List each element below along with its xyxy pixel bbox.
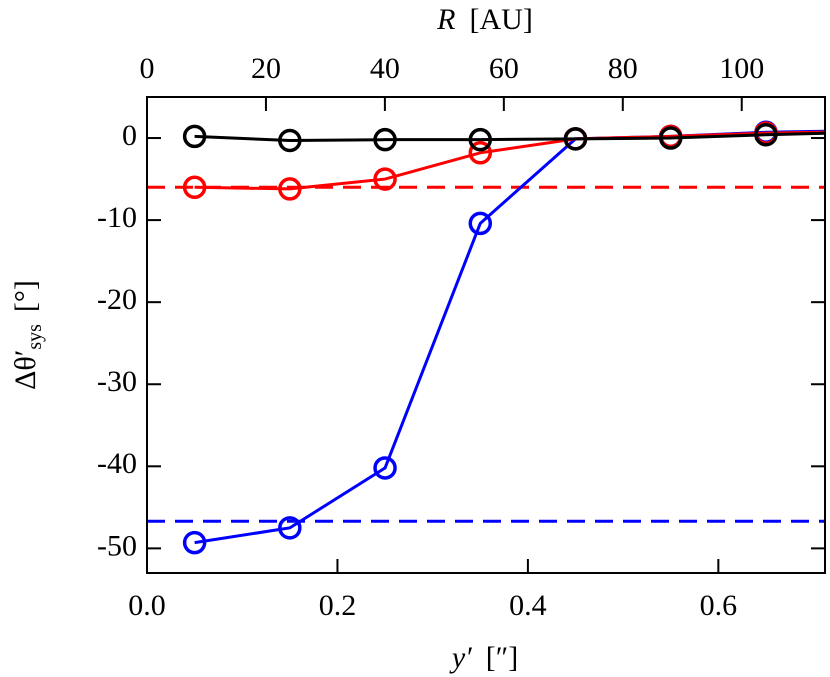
y-tick-label: -10 [97,201,137,234]
label-main: Δθ′ [9,350,42,390]
top-x-tick-label: 60 [489,52,519,85]
plot-area [147,120,825,555]
top-x-tick-label: 100 [719,52,764,85]
label-main: y′ [449,641,472,674]
top-x-tick-label: 0 [140,52,155,85]
marker [182,530,207,555]
marker [278,128,302,153]
marker [373,127,397,152]
y-tick-label: -40 [97,447,137,480]
y-tick-label: -30 [97,365,137,398]
marker [658,126,683,150]
label-unit: [″] [486,641,518,674]
label-unit: [AU] [470,3,533,36]
series-line [194,130,825,191]
marker [182,175,207,200]
marker [278,177,302,201]
top-x-tick-label: 40 [370,52,400,85]
marker [468,127,493,152]
marker [278,516,302,540]
y-tick-label: 0 [122,119,137,152]
y-tick-label: -50 [97,529,137,562]
marker [373,167,397,191]
marker [182,124,207,149]
y-axis-label: Δθ′sys [°] [9,280,46,390]
series-line [194,131,825,142]
x-tick-label: 0.2 [319,589,357,622]
x-axis-label: y′ [″] [449,641,518,674]
x-tick-label: 0.0 [128,589,166,622]
marker [563,127,588,151]
top-x-tick-label: 80 [608,52,638,85]
marker [754,123,778,147]
label-unit: [°] [9,280,42,312]
y-tick-label: -20 [97,283,137,316]
series-line [194,129,825,545]
label-sub: sys [24,324,46,350]
marker [373,456,397,480]
marker [468,141,493,165]
marker [468,211,493,236]
x-tick-label: 0.4 [509,589,547,622]
x-tick-label: 0.6 [700,589,738,622]
top-x-tick-label: 20 [251,52,281,85]
top-x-axis-label: R [AU] [436,3,533,36]
plot-frame [146,96,826,574]
label-main: R [436,3,455,36]
